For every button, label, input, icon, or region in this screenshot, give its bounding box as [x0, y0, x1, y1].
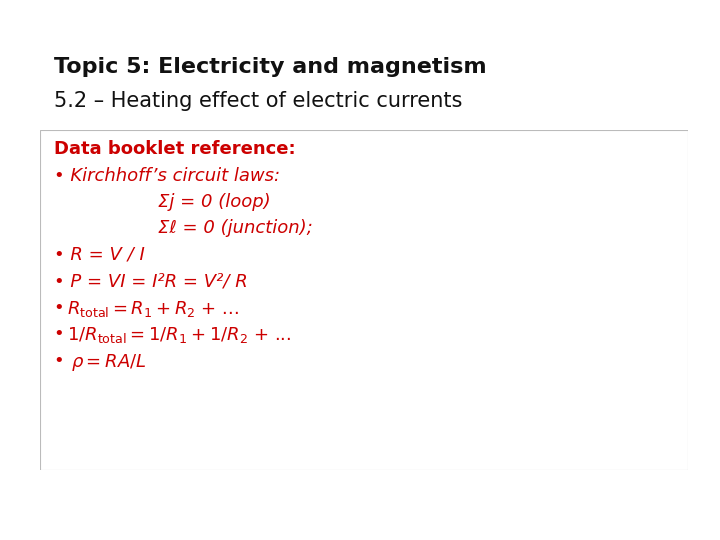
Text: •: •	[54, 325, 71, 343]
Text: • Kirchhoff’s circuit laws:: • Kirchhoff’s circuit laws:	[54, 167, 280, 185]
Text: $\it{R}_{\rm total} = \it{R}_{1} + \it{R}_{2}$ + ...: $\it{R}_{\rm total} = \it{R}_{1} + \it{R…	[67, 299, 239, 319]
Text: 5.2 – Heating effect of electric currents: 5.2 – Heating effect of electric current…	[54, 91, 462, 111]
Text: Σℓ = 0 (junction);: Σℓ = 0 (junction);	[158, 219, 313, 237]
Text: Σϳ = 0 (loop): Σϳ = 0 (loop)	[158, 193, 271, 211]
Text: Data booklet reference:: Data booklet reference:	[54, 140, 296, 158]
Text: Topic 5: Electricity and magnetism: Topic 5: Electricity and magnetism	[54, 57, 487, 77]
Text: •: •	[54, 352, 76, 370]
Text: •: •	[54, 299, 71, 316]
Text: • P = VI = I²R = V²/ R: • P = VI = I²R = V²/ R	[54, 272, 248, 290]
Text: $1 / \it{R}_{\rm total} = 1 / \it{R}_{1} + 1 / \it{R}_{2}$ + ...: $1 / \it{R}_{\rm total} = 1 / \it{R}_{1}…	[67, 325, 292, 345]
Text: • R = V / I: • R = V / I	[54, 246, 145, 264]
Text: $\it{\rho} = \it{R}\it{A} / \it{L}$: $\it{\rho} = \it{R}\it{A} / \it{L}$	[71, 352, 147, 373]
